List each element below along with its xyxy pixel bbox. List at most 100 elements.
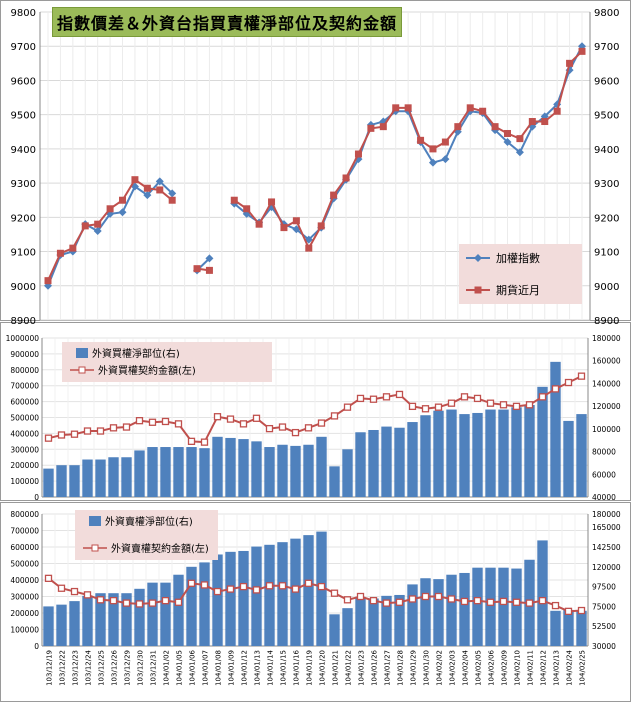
bar-puts: [342, 608, 353, 646]
x-tick-label: 104/01/30: [423, 650, 431, 686]
bar-calls: [238, 439, 249, 497]
bar-calls: [160, 447, 171, 497]
data-point: [155, 177, 164, 186]
bar-calls: [537, 386, 548, 497]
y-tick-label-left: 700000: [10, 527, 39, 536]
data-point: [252, 414, 261, 422]
data-point: [83, 591, 92, 599]
data-point: [441, 155, 450, 164]
y-tick-label-right: 8900: [594, 316, 619, 327]
bar-puts: [147, 582, 158, 646]
data-point: [69, 244, 77, 252]
data-point: [528, 118, 536, 126]
legend-entry: 外資賣權淨部位(右): [105, 515, 193, 528]
data-point: [447, 399, 456, 407]
data-point: [479, 107, 487, 115]
data-point: [93, 227, 102, 236]
legend-swatch: [76, 348, 88, 358]
data-point: [379, 123, 387, 131]
x-tick-label: 104/01/29: [410, 650, 418, 686]
bar-calls: [576, 414, 587, 497]
data-point: [454, 123, 462, 131]
y-tick-label-right: 120000: [592, 563, 621, 572]
data-point: [447, 595, 456, 603]
bar-calls: [43, 468, 54, 497]
data-point: [441, 138, 449, 146]
data-point: [168, 189, 177, 198]
bar-calls: [316, 436, 327, 497]
data-point: [429, 145, 437, 153]
x-tick-label: 104/01/06: [189, 649, 197, 685]
bar-calls: [69, 465, 80, 497]
y-tick-label-left: 8900: [11, 316, 36, 327]
x-tick-label: 104/02/10: [514, 650, 522, 686]
y-tick-label-right: 142500: [592, 543, 621, 552]
bar-puts: [56, 604, 67, 646]
data-point: [541, 118, 549, 126]
bar-puts: [368, 598, 379, 646]
y-tick-label-right: 60000: [592, 470, 616, 479]
data-point: [473, 596, 482, 605]
data-point: [404, 104, 412, 112]
data-point: [343, 403, 352, 411]
data-point: [57, 431, 66, 439]
data-point: [356, 592, 365, 601]
data-point: [278, 423, 287, 431]
bar-puts: [511, 568, 522, 646]
y-tick-label-left: 100000: [10, 626, 39, 635]
y-tick-label-right: 9600: [594, 76, 619, 87]
data-point: [515, 148, 524, 157]
data-point: [473, 394, 482, 403]
x-tick-label: 104/01/14: [267, 649, 275, 685]
legend-swatch: [474, 286, 482, 294]
data-point: [354, 150, 362, 158]
data-point: [564, 378, 573, 387]
x-tick-label: 104/02/04: [462, 649, 470, 685]
y-tick-label-left: 9800: [11, 8, 36, 19]
bar-puts: [199, 562, 210, 646]
bar-puts: [225, 551, 236, 646]
data-point: [161, 417, 170, 426]
data-point: [434, 403, 443, 411]
data-point: [213, 413, 222, 421]
x-tick-label: 104/01/16: [293, 649, 301, 685]
bar-calls: [290, 445, 301, 497]
bar-calls: [173, 447, 184, 497]
y-tick-label-left: 9500: [11, 111, 36, 122]
x-tick-label: 104/02/25: [579, 650, 587, 686]
x-tick-label: 103/12/24: [85, 649, 93, 685]
data-point: [106, 205, 114, 213]
bar-puts: [277, 542, 288, 646]
bar-puts: [251, 546, 262, 646]
data-point: [122, 599, 131, 607]
y-tick-label-left: 200000: [10, 609, 39, 618]
bar-puts: [186, 566, 197, 646]
bar-puts: [407, 584, 418, 646]
bar-calls: [134, 450, 145, 497]
bar-calls: [121, 457, 132, 497]
data-point: [156, 186, 164, 194]
data-point: [57, 584, 66, 592]
legend-swatch: [89, 516, 101, 526]
data-point: [330, 589, 339, 597]
legend-swatch: [91, 544, 99, 552]
bar-puts: [173, 574, 184, 646]
data-point: [491, 123, 499, 131]
x-tick-label: 104/01/07: [202, 650, 210, 686]
x-tick-label: 103/12/22: [59, 650, 67, 686]
data-point: [499, 597, 508, 606]
x-tick-label: 104/02/09: [501, 650, 509, 686]
data-point: [408, 595, 417, 603]
data-point: [118, 208, 127, 217]
bar-calls: [563, 420, 574, 497]
data-point: [305, 244, 313, 252]
bar-calls: [147, 447, 158, 497]
data-point: [148, 418, 157, 426]
bar-calls: [199, 448, 210, 497]
data-point: [395, 598, 404, 606]
x-tick-label: 104/01/15: [280, 650, 288, 686]
data-point: [304, 424, 313, 432]
y-tick-label-left: 0: [34, 642, 39, 651]
y-tick-label-right: 140000: [592, 379, 621, 388]
y-tick-label-left: 9000: [11, 282, 36, 293]
